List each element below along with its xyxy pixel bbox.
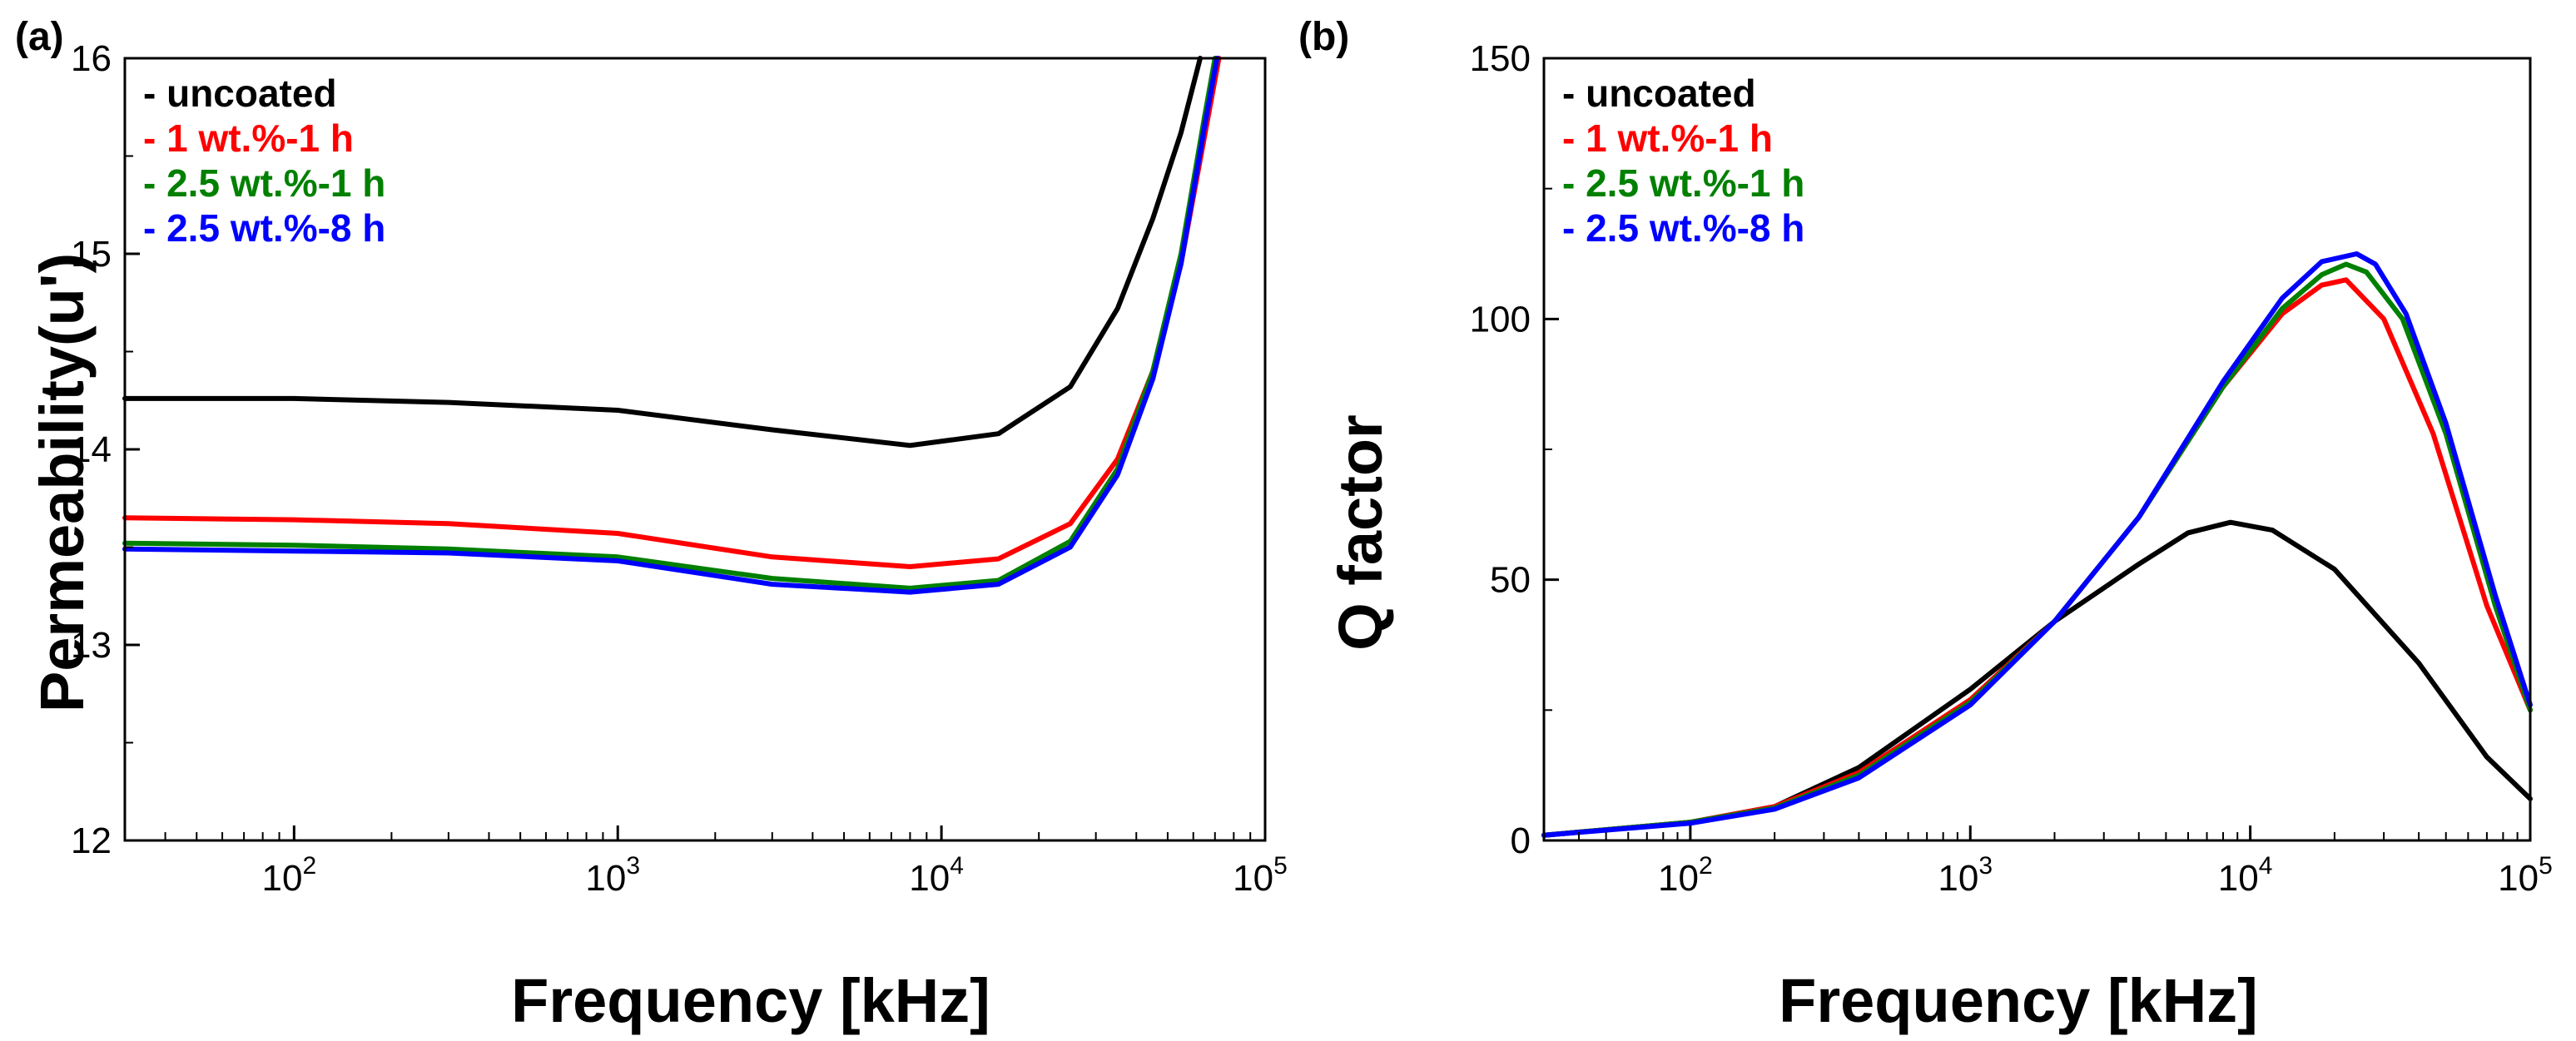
y-tick-label-a-1: 13 [71,625,112,666]
x-axis-title-a: Frequency [kHz] [511,966,990,1035]
plot-frame-a [123,57,1267,842]
legend-b: - uncoated- 1 wt.%-1 h- 2.5 wt.%-1 h- 2.… [1562,72,1804,250]
panel-label-a: (a) [15,15,64,59]
series-line-a-0 [122,56,1203,449]
series-line-a-3 [122,56,1220,595]
series-line-b-3 [1541,251,2533,838]
x-tick-label-a-2: 104 [909,852,964,899]
legend-entry-b-2: - 2.5 wt.%-1 h [1562,161,1804,205]
x-tick-label-b-2: 104 [2218,852,2273,899]
legend-entry-b-0: - uncoated [1562,72,1756,115]
y-axis-title-a: Permeability(u') [27,253,97,712]
y-tick-label-a-4: 16 [71,38,112,79]
legend-entry-b-1: - 1 wt.%-1 h [1562,116,1773,160]
legend-a: - uncoated- 1 wt.%-1 h- 2.5 wt.%-1 h- 2.… [143,72,385,250]
y-tick-label-b-0: 0 [1511,820,1531,861]
y-axis-title-b: Q factor [1326,414,1395,651]
x-tick-label-b-0: 102 [1658,852,1713,899]
x-axis-title-b: Frequency [kHz] [1779,966,2258,1035]
y-tick-label-b-2: 100 [1470,299,1531,340]
y-tick-label-a-2: 14 [71,429,112,470]
panel-label-b: (b) [1298,15,1349,59]
y-tick-label-b-1: 50 [1490,560,1531,601]
x-tick-label-a-3: 105 [1233,852,1288,899]
legend-entry-a-3: - 2.5 wt.%-8 h [143,206,385,250]
legend-entry-a-1: - 1 wt.%-1 h [143,116,354,160]
legend-entry-a-2: - 2.5 wt.%-1 h [143,161,385,205]
y-tick-label-a-3: 15 [71,234,112,275]
y-tick-label-a-0: 12 [71,820,112,861]
plot-frame-b [1542,57,2532,842]
y-tick-label-b-3: 150 [1470,38,1531,79]
legend-entry-b-3: - 2.5 wt.%-8 h [1562,206,1804,250]
legend-entry-a-0: - uncoated [143,72,337,115]
